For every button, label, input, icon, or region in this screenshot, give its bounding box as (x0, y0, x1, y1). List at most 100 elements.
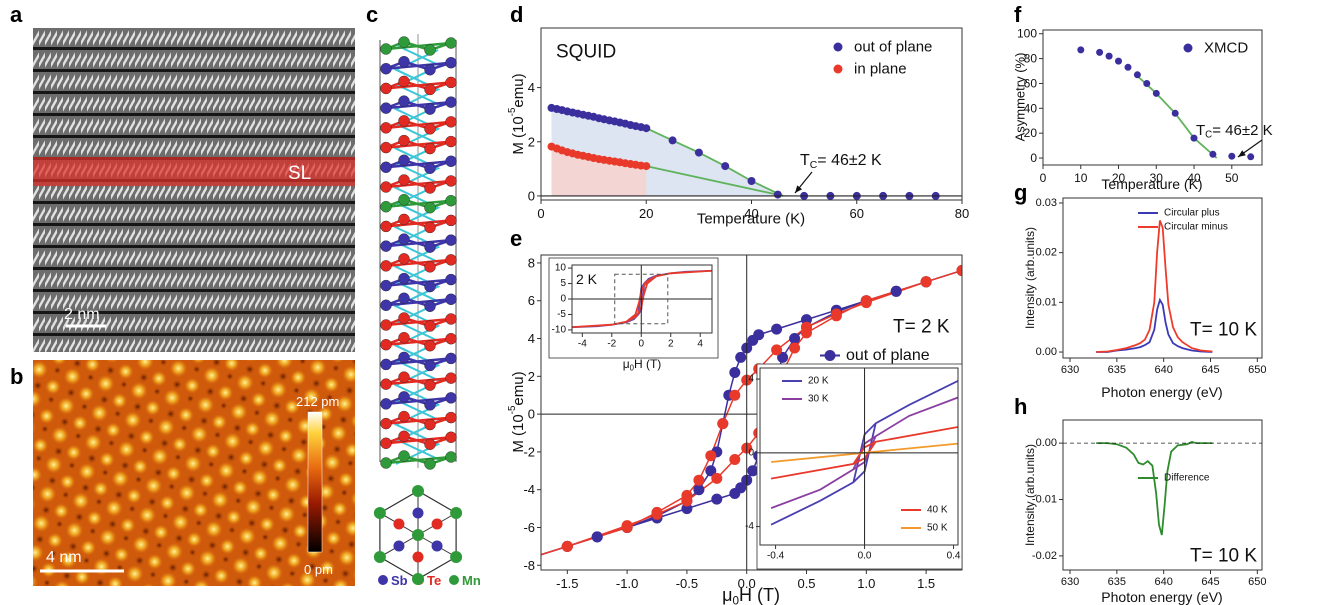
atom (381, 280, 392, 291)
legend-ball (378, 575, 388, 585)
atom (446, 235, 457, 246)
x-tick-label: 1.0 (857, 576, 875, 591)
scale-bar-label: 4 nm (46, 549, 82, 566)
marker (681, 496, 692, 507)
legend-label: Circular plus (1164, 208, 1220, 219)
atom (425, 222, 436, 233)
text-part: emu) (510, 73, 527, 107)
panel-label: a (10, 2, 23, 27)
marker (771, 344, 782, 355)
atom (399, 411, 410, 422)
marker (729, 367, 740, 378)
atom (446, 176, 457, 187)
atom (425, 281, 436, 292)
atom (381, 418, 392, 429)
annotation: TC= 46±2 K (1196, 122, 1273, 141)
atom (446, 452, 457, 463)
marker (1247, 153, 1254, 160)
colorbar (308, 412, 322, 552)
chart: 630635640645650-0.02-0.010.00Photon ener… (1023, 420, 1266, 605)
atom (374, 507, 386, 519)
x-tick-label: 630 (1061, 364, 1079, 376)
bond (386, 397, 451, 405)
marker (622, 520, 633, 531)
plot-area (1096, 442, 1212, 535)
atom (399, 253, 410, 264)
atom (381, 320, 392, 331)
atom (399, 313, 410, 324)
y-tick-label: -5 (557, 309, 566, 320)
atom (399, 352, 410, 363)
x-tick-label: 1.5 (917, 576, 935, 591)
chart: -4-2024-10-50510μ0H (T)2 K (549, 258, 718, 372)
atom (425, 360, 436, 371)
legend-swatch (1184, 44, 1193, 53)
marker (1228, 153, 1235, 160)
x-tick-label: -0.5 (676, 576, 698, 591)
y-tick-label: -8 (523, 558, 535, 573)
atom (425, 45, 436, 56)
text-part: T (800, 152, 810, 169)
text-part: C (1205, 129, 1212, 140)
legend-label: Mn (462, 573, 481, 588)
atom (412, 529, 424, 541)
marker (801, 327, 812, 338)
atom (425, 261, 436, 272)
atom (425, 439, 436, 450)
atom (381, 63, 392, 74)
legend-label: in plane (854, 61, 907, 78)
text-part: μ (722, 585, 732, 605)
marker (1134, 71, 1141, 78)
atom (450, 551, 462, 563)
y-tick-label: 0.03 (1036, 197, 1057, 209)
bond (386, 318, 451, 326)
bond (386, 456, 451, 464)
atom (381, 300, 392, 311)
marker (831, 310, 842, 321)
chart: 6306356406456500.000.010.020.03Photon en… (1023, 197, 1266, 400)
x-tick-label: 4 (697, 339, 703, 350)
y-tick-label: 5 (560, 278, 566, 289)
atom (432, 519, 443, 530)
atom (381, 44, 392, 55)
bond (386, 259, 451, 267)
atom (381, 103, 392, 114)
atom (399, 56, 410, 67)
atom (446, 274, 457, 285)
marker (774, 191, 782, 199)
marker (1125, 64, 1132, 71)
legend-label: Circular minus (1164, 222, 1228, 233)
x-axis-label: Temperature (K) (697, 211, 805, 228)
text-part: = 46±2 K (817, 152, 882, 169)
marker (652, 509, 663, 520)
panel-label: h (1014, 394, 1027, 419)
annotation: T= 10 K (1190, 320, 1257, 341)
y-tick-label: 0 (528, 407, 535, 422)
y-axis-label: M (10-5emu) (507, 73, 527, 154)
atom (425, 321, 436, 332)
y-axis-label: Intensity (arb.units) (1023, 227, 1037, 329)
atom (446, 373, 457, 384)
text-part: = 46±2 K (1212, 122, 1272, 139)
atom (399, 96, 410, 107)
bond (386, 338, 451, 346)
atom (399, 214, 410, 225)
atom (381, 122, 392, 133)
atom (412, 573, 424, 585)
atom (425, 64, 436, 75)
panel-label: c (366, 2, 378, 27)
marker (747, 465, 758, 476)
x-axis-label: Temperature (K) (1101, 176, 1202, 192)
bond (386, 42, 451, 50)
atom (446, 57, 457, 68)
bond (386, 357, 451, 365)
atom (399, 194, 410, 205)
atom (381, 379, 392, 390)
marker (642, 124, 650, 132)
x-tick-label: 20 (639, 206, 653, 221)
marker (721, 162, 729, 170)
atom (399, 135, 410, 146)
atom (446, 77, 457, 88)
text-part: H (T) (634, 357, 661, 371)
marker (1209, 151, 1216, 158)
